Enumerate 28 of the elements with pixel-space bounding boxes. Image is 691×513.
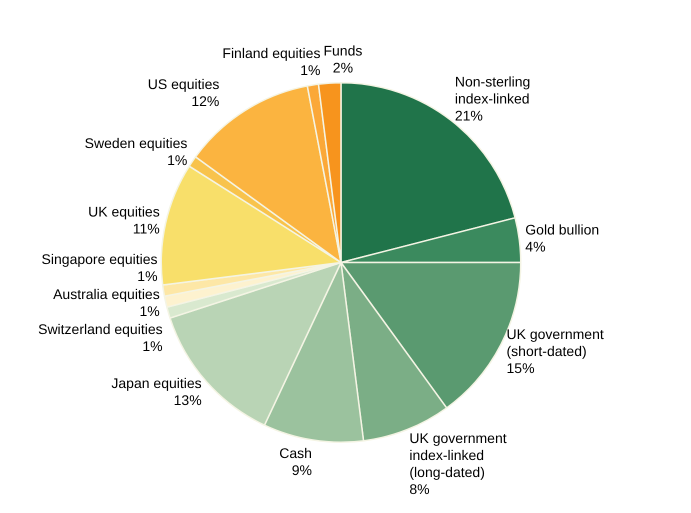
data-label: 1% — [139, 303, 160, 320]
slice-label: UK government (short-dated) — [506, 326, 604, 359]
data-label: 2% — [332, 60, 354, 76]
data-label: 1% — [142, 338, 163, 354]
data-label: 15% — [506, 360, 535, 376]
data-label: 1% — [137, 268, 158, 284]
slice-label: Japan equities — [111, 375, 202, 392]
slice-label: Australia equities — [53, 286, 160, 302]
data-label: 8% — [409, 480, 430, 497]
data-label: 1% — [167, 152, 188, 168]
data-label: 21% — [454, 108, 483, 124]
data-label: 1% — [300, 62, 320, 78]
slice-label: Cash — [279, 444, 312, 461]
slice-label: Singapore equities — [42, 251, 158, 268]
slice-label: UK equities — [88, 204, 160, 220]
slice-label: Sweden equities — [84, 135, 188, 152]
slice-label: UK government index-linked (long-dated) — [409, 430, 507, 480]
data-label: 12% — [191, 92, 220, 109]
slice-label: Gold bullion — [525, 221, 600, 238]
data-label: 13% — [174, 392, 202, 408]
slice-label: Funds — [323, 42, 362, 59]
slice-label: Switzerland equities — [38, 321, 163, 338]
slice-label: Finland equities — [222, 44, 320, 61]
data-label: 9% — [292, 462, 312, 478]
slice-label: Non-sterling index-linked — [454, 74, 530, 107]
data-label: 4% — [525, 238, 546, 254]
slice-label: US equities — [148, 76, 220, 92]
data-label: 11% — [132, 220, 160, 237]
